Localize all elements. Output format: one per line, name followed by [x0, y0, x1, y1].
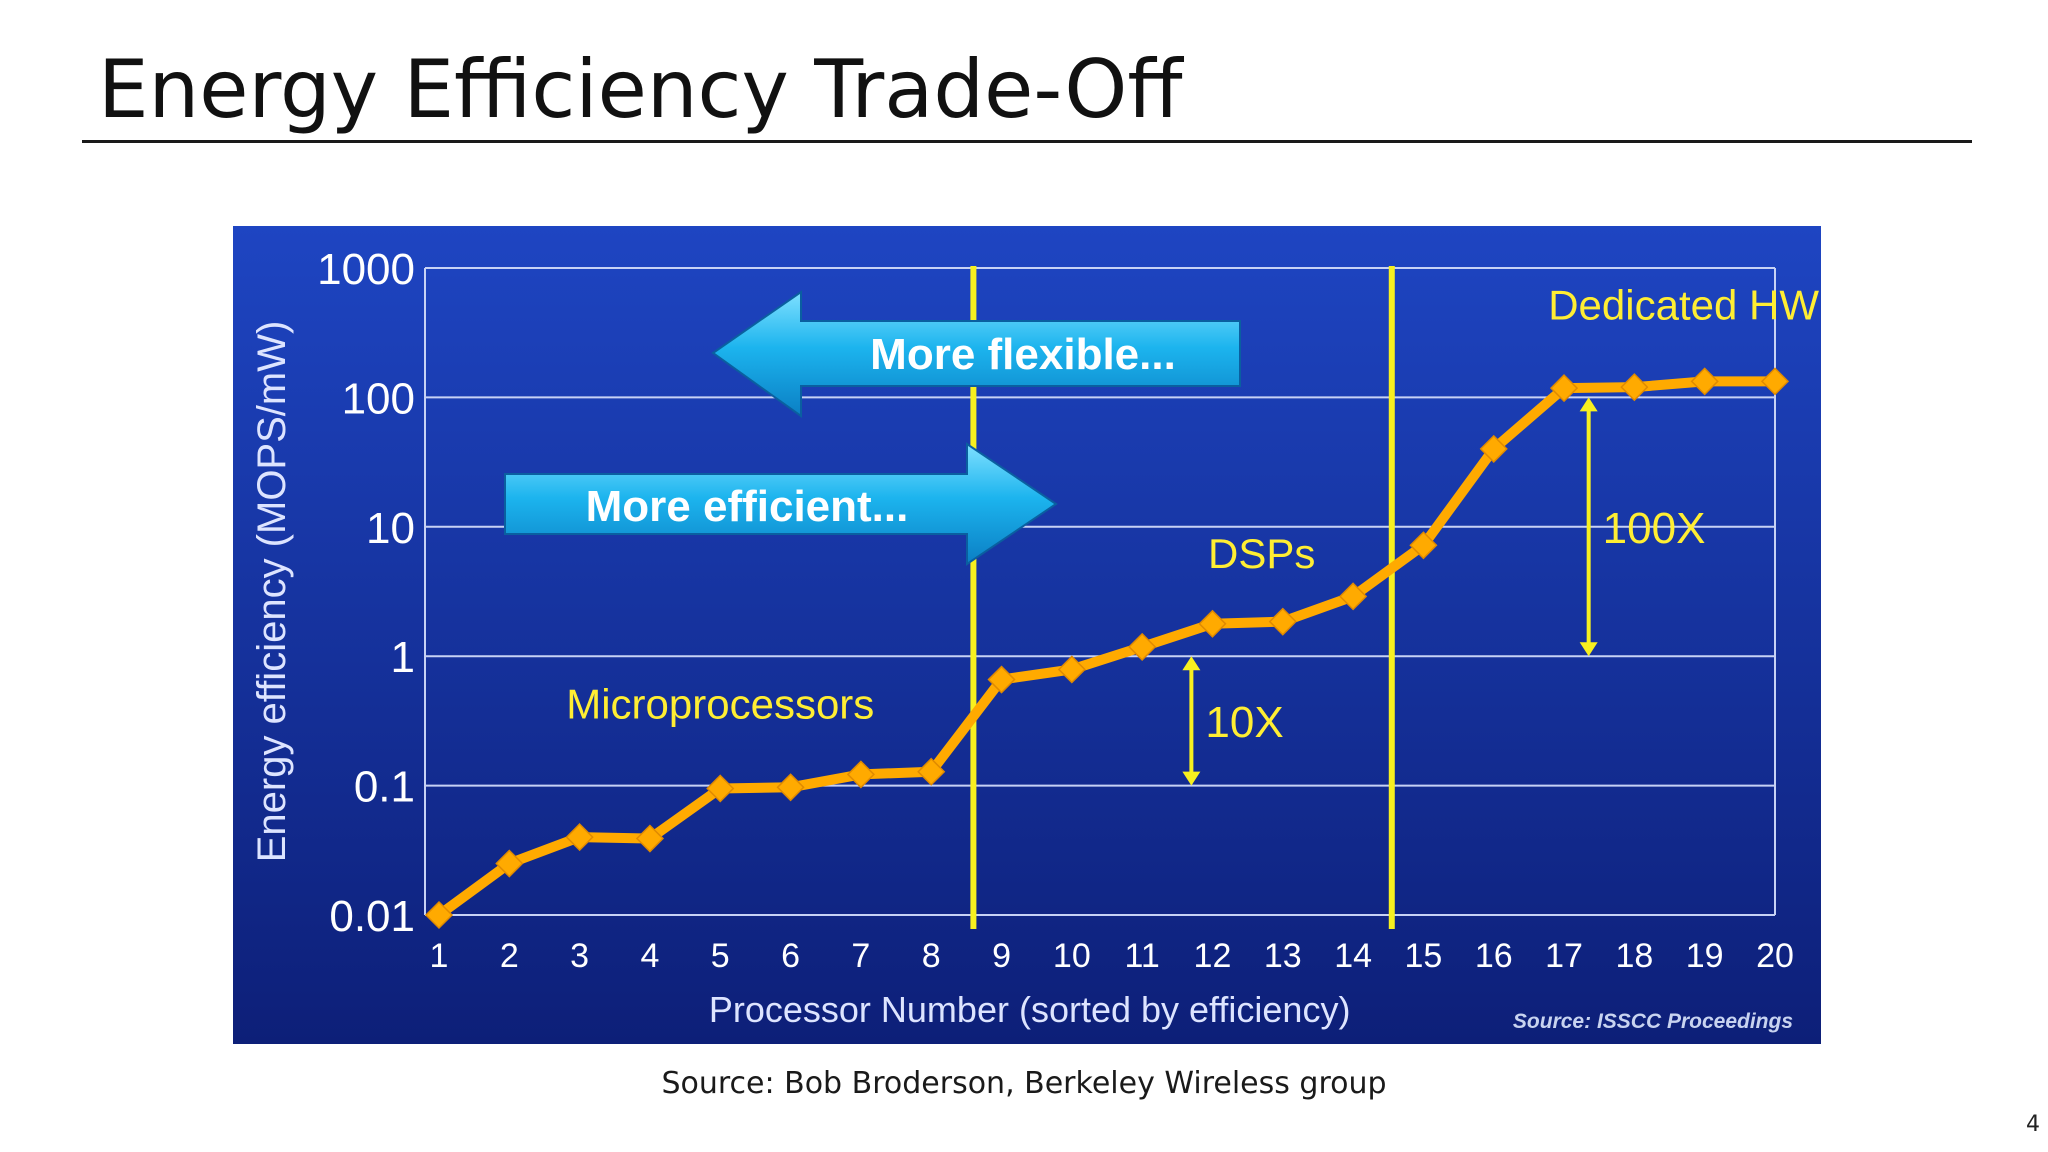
- gap-arrow-head-top: [1182, 656, 1201, 671]
- data-point: [1057, 655, 1086, 684]
- y-tick-label: 0.01: [329, 892, 415, 941]
- y-tick-label: 0.1: [354, 763, 415, 812]
- data-point: [1339, 582, 1368, 611]
- series-line: [434, 376, 1780, 920]
- data-point: [987, 665, 1016, 694]
- x-tick-label: 7: [851, 937, 870, 975]
- arrow-shape-left: [711, 290, 1241, 418]
- efficiency-chart: More flexible... More efficient... Microp…: [233, 226, 1821, 1044]
- y-tick-label: 10: [366, 504, 415, 553]
- slide-title: Energy Efficiency Trade-Off: [98, 43, 1183, 136]
- gap-arrow-head-bottom: [1579, 642, 1598, 657]
- gap-arrow-head-bottom: [1182, 771, 1201, 786]
- y-tick-label: 1000: [317, 245, 415, 294]
- x-tick-label: 1: [430, 937, 449, 975]
- x-tick-label: 6: [781, 937, 800, 975]
- gap-annotation: 10X: [1182, 656, 1284, 786]
- x-tick-label: 13: [1264, 937, 1302, 975]
- data-point: [1479, 434, 1508, 463]
- x-tick-label: 18: [1615, 937, 1653, 975]
- x-tick-label: 2: [500, 937, 519, 975]
- x-tick-label: 17: [1545, 937, 1583, 975]
- group-label: Microprocessors: [566, 681, 874, 728]
- data-point: [846, 760, 875, 789]
- more-efficient-label: More efficient...: [586, 482, 909, 531]
- data-point: [565, 823, 594, 852]
- gap-label: 10X: [1205, 698, 1283, 747]
- x-tick-label: 19: [1686, 937, 1724, 975]
- data-point: [1620, 373, 1649, 402]
- gap-arrow-head-top: [1579, 397, 1598, 412]
- data-point: [776, 773, 805, 802]
- x-tick-label: 10: [1053, 937, 1091, 975]
- more-efficient-arrow: More efficient...: [504, 442, 1058, 566]
- x-tick-label: 14: [1334, 937, 1372, 975]
- source-caption: Source: Bob Broderson, Berkeley Wireless…: [661, 1066, 1387, 1101]
- arrow-shape-right: [504, 442, 1058, 566]
- data-point: [1760, 367, 1790, 396]
- x-axis-title: Processor Number (sorted by efficiency): [709, 989, 1351, 1030]
- group-label: Dedicated HW: [1548, 281, 1819, 328]
- gap-annotation: 100X: [1579, 397, 1706, 657]
- data-point: [495, 849, 524, 878]
- group-label: DSPs: [1208, 530, 1315, 577]
- y-tick-label: 100: [342, 374, 415, 423]
- x-tick-label: 16: [1475, 937, 1513, 975]
- gap-label: 100X: [1603, 504, 1706, 553]
- x-tick-label: 11: [1125, 937, 1160, 975]
- chart-source-note: Source: ISSCC Proceedings: [1513, 1010, 1793, 1033]
- data-point: [424, 900, 454, 930]
- more-flexible-arrow: More flexible...: [711, 290, 1241, 418]
- x-tick-label: 3: [570, 937, 589, 975]
- x-tick-label: 15: [1405, 937, 1443, 975]
- title-underline: [82, 140, 1972, 143]
- y-tick-label: 1: [391, 633, 415, 682]
- x-tick-label: 12: [1194, 937, 1232, 975]
- data-point: [1549, 374, 1579, 403]
- data-point: [1198, 609, 1227, 638]
- data-point: [1409, 531, 1438, 560]
- y-axis-title: Energy efficiency (MOPS/mW): [250, 321, 294, 863]
- x-tick-label: 5: [711, 937, 730, 975]
- data-point: [706, 774, 735, 803]
- chart-svg: More flexible... More efficient... Microp…: [233, 226, 1821, 1044]
- more-flexible-label: More flexible...: [870, 330, 1176, 379]
- data-point: [1690, 367, 1719, 396]
- x-tick-label: 4: [640, 937, 659, 975]
- data-point: [1268, 607, 1297, 636]
- data-point: [917, 757, 946, 786]
- page-number: 4: [2026, 1112, 2040, 1137]
- data-point: [1128, 632, 1157, 661]
- x-tick-label: 20: [1756, 937, 1794, 975]
- data-point: [635, 824, 665, 853]
- x-tick-label: 8: [922, 937, 941, 975]
- x-tick-label: 9: [992, 937, 1011, 975]
